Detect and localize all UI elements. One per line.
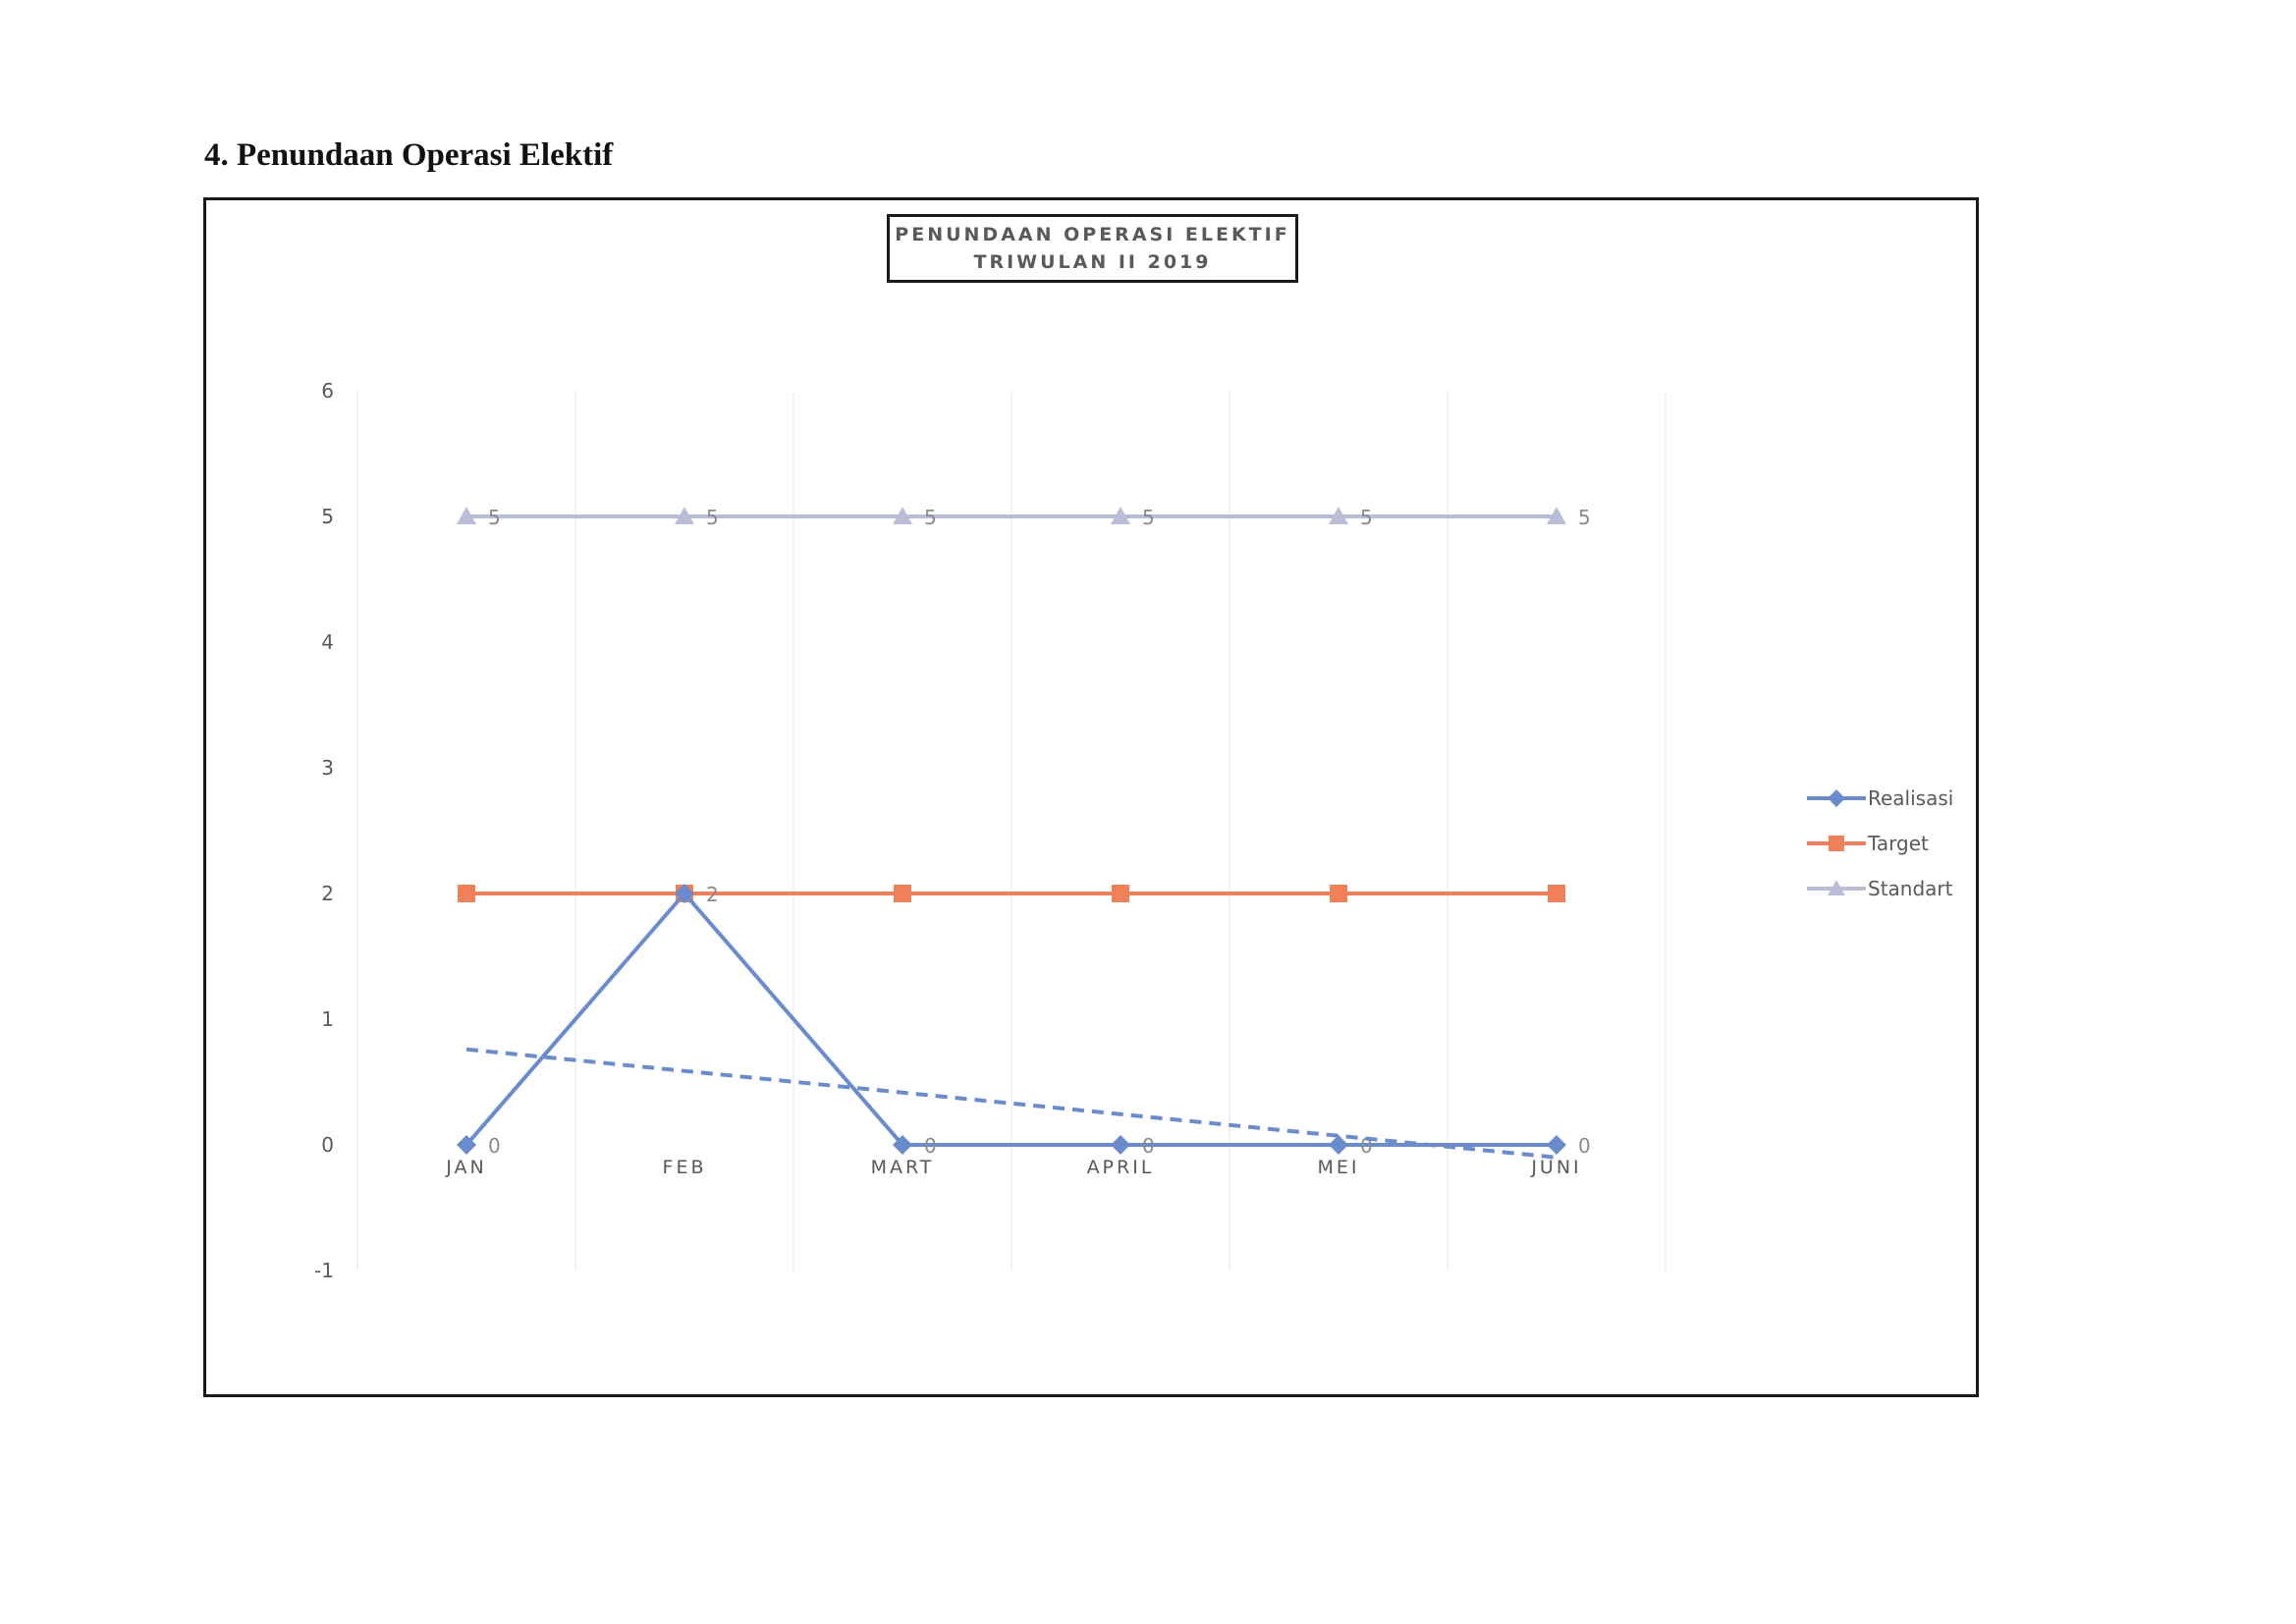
data-point-realisasi [1547,1135,1566,1155]
y-tick-label: -1 [314,1259,334,1282]
data-point-realisasi [1329,1135,1348,1155]
x-tick-label: JUNI [1530,1157,1581,1178]
data-point-standart [1329,507,1348,524]
data-point-target [1548,885,1565,902]
legend-swatch-standart [1807,880,1866,895]
legend-swatch-realisasi [1807,789,1866,807]
chart-title-line1: PENUNDAAN OPERASI ELEKTIF [895,224,1290,245]
data-point-target [1330,885,1347,902]
legend-swatch-target [1807,836,1866,851]
data-label-standart: 5 [706,506,719,529]
y-tick-label: 5 [321,505,334,528]
data-label-realisasi: 0 [924,1134,937,1158]
data-point-standart [1547,507,1566,524]
y-tick-label: 6 [321,379,334,403]
data-label-realisasi: 2 [706,883,719,906]
data-label-standart: 5 [1360,506,1373,529]
data-label-standart: 5 [1142,506,1155,529]
x-tick-label: FEB [663,1157,707,1178]
y-tick-label: 1 [321,1007,334,1031]
data-point-standart [675,507,694,524]
page-heading: 4. Penundaan Operasi Elektif [204,137,614,173]
x-tick-label: APRIL [1087,1157,1155,1178]
data-label-realisasi: 0 [488,1134,501,1158]
chart-title-box: PENUNDAAN OPERASI ELEKTIF TRIWULAN II 20… [887,214,1298,283]
data-point-standart [457,507,476,524]
data-point-realisasi [675,884,694,903]
legend-label: Standart [1868,877,1953,900]
chart-title-line2: TRIWULAN II 2019 [973,251,1212,273]
legend-label: Realisasi [1868,786,1954,810]
trendline-realisasi [465,1047,1558,1160]
legend-item-realisasi: Realisasi [1807,776,1953,821]
data-point-target [1112,885,1129,902]
series-line-realisasi [465,892,1557,1147]
data-label-standart: 5 [488,506,501,529]
y-tick-label: 4 [321,630,334,654]
data-point-standart [1111,507,1130,524]
y-tick-label: 3 [321,756,334,780]
y-tick-label: 0 [321,1133,334,1157]
data-label-realisasi: 0 [1578,1134,1591,1158]
chart-legend: Realisasi Target Standart [1807,776,1953,911]
data-point-standart [893,507,912,524]
data-point-realisasi [457,1135,476,1155]
y-tick-label: 2 [321,882,334,905]
x-tick-label: JAN [445,1157,486,1178]
data-point-target [894,885,911,902]
data-point-realisasi [1111,1135,1130,1155]
legend-item-standart: Standart [1807,866,1953,911]
legend-item-target: Target [1807,821,1953,866]
x-tick-label: MART [871,1157,935,1178]
x-tick-label: MEI [1317,1157,1359,1178]
data-point-realisasi [893,1135,912,1155]
data-label-realisasi: 0 [1142,1134,1155,1158]
data-label-standart: 5 [924,506,937,529]
data-point-target [458,885,475,902]
data-label-standart: 5 [1578,506,1591,529]
legend-label: Target [1868,832,1929,855]
chart-frame [203,197,1979,1397]
